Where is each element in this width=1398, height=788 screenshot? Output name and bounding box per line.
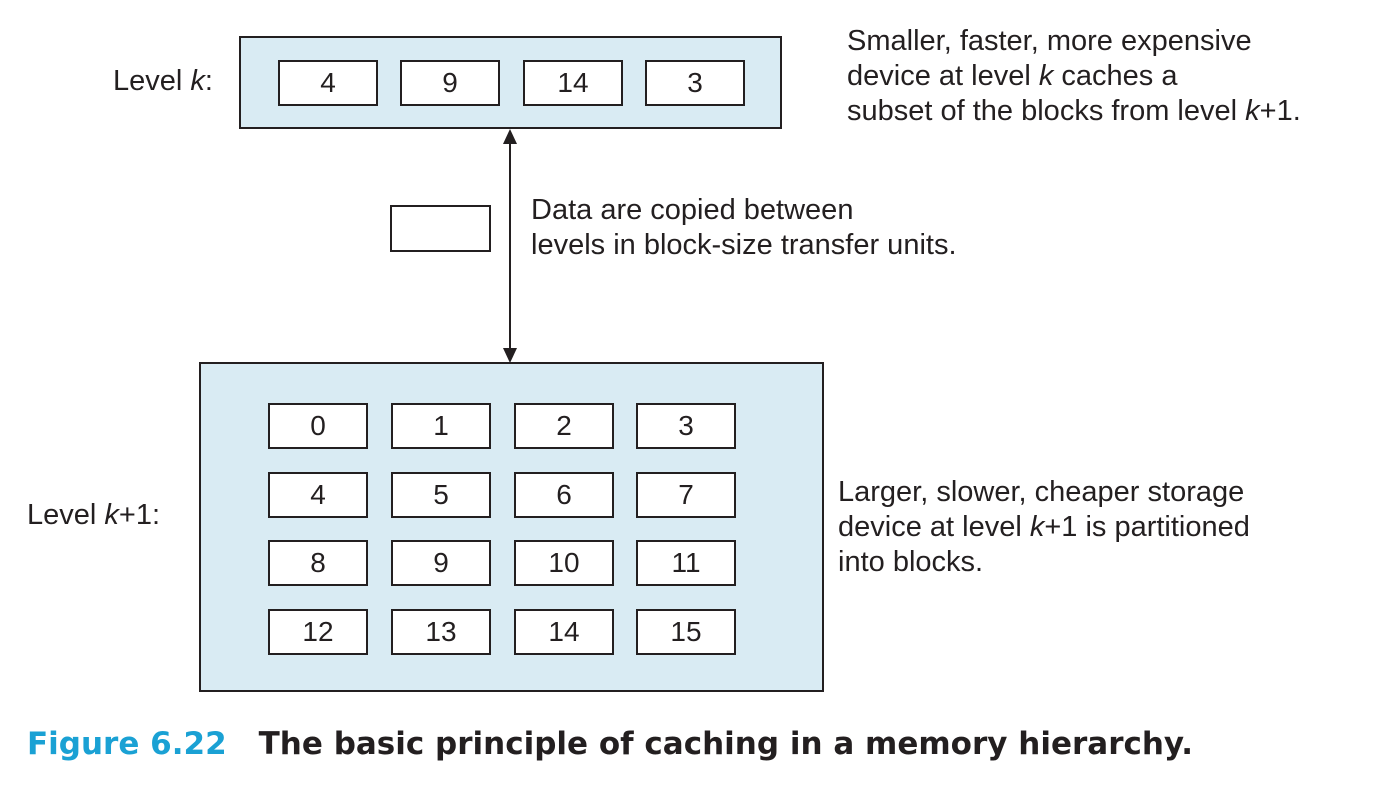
level-k1-block: 2 — [514, 403, 614, 449]
level-k-desc-line3-var: k — [1245, 95, 1260, 127]
level-k1-block: 9 — [391, 540, 491, 586]
level-k1-block: 11 — [636, 540, 736, 586]
level-k1-block: 13 — [391, 609, 491, 655]
level-k1-block: 14 — [514, 609, 614, 655]
level-k-desc-line3-b: +1. — [1259, 95, 1301, 127]
level-k-block: 4 — [278, 60, 378, 106]
level-k-label-suffix: : — [204, 65, 213, 97]
level-k1-label-suffix: +1: — [118, 499, 161, 531]
figure-title: The basic principle of caching in a memo… — [258, 726, 1194, 762]
level-k1-block: 7 — [636, 472, 736, 518]
level-k-cache: 4 9 14 3 — [239, 36, 782, 129]
transfer-description: Data are copied between levels in block-… — [531, 193, 957, 263]
level-k-desc-line1: Smaller, faster, more expensive — [847, 25, 1252, 57]
level-k1-desc-line2-b: +1 is partitioned — [1044, 511, 1250, 543]
level-k1-block: 1 — [391, 403, 491, 449]
transfer-desc-line1: Data are copied between — [531, 194, 854, 226]
level-k-desc-line2-a: device at level — [847, 60, 1039, 92]
level-k1-desc-line2-var: k — [1029, 511, 1045, 543]
transfer-arrow — [503, 129, 517, 363]
level-k1-block: 4 — [268, 472, 368, 518]
figure-number: Figure 6.22 — [27, 726, 227, 762]
level-k-desc-line2-b: caches a — [1053, 60, 1178, 92]
level-k1-desc-line1: Larger, slower, cheaper storage — [838, 476, 1245, 508]
transfer-desc-line2: levels in block-size transfer units. — [531, 229, 957, 261]
level-k1-description: Larger, slower, cheaper storage device a… — [838, 475, 1250, 580]
level-k1-desc-line2: device at level k+1 is partitioned — [838, 510, 1250, 545]
arrow-head-up — [503, 129, 517, 144]
level-k-label: Level k: — [113, 64, 213, 99]
level-k-desc-line3-a: subset of the blocks from level — [847, 95, 1246, 127]
level-k1-label-var: k — [104, 499, 119, 531]
level-k1-block: 6 — [514, 472, 614, 518]
level-k-desc-line2: device at level k caches a — [847, 59, 1301, 94]
level-k-label-var: k — [190, 65, 205, 97]
figure-caption: Figure 6.22 The basic principle of cachin… — [27, 726, 1193, 762]
level-k1-label: Level k+1: — [27, 498, 160, 533]
level-k1-storage: 0 1 2 3 4 5 6 7 8 9 10 11 12 13 14 15 — [199, 362, 824, 692]
level-k1-block: 8 — [268, 540, 368, 586]
level-k-block: 9 — [400, 60, 500, 106]
level-k1-label-prefix: Level — [27, 499, 105, 531]
arrow-head-down — [503, 348, 517, 363]
level-k-block: 14 — [523, 60, 623, 106]
level-k1-block: 12 — [268, 609, 368, 655]
level-k1-block: 5 — [391, 472, 491, 518]
level-k-description: Smaller, faster, more expensive device a… — [847, 24, 1301, 129]
level-k-desc-line3: subset of the blocks from level k+1. — [847, 94, 1301, 129]
level-k1-block: 10 — [514, 540, 614, 586]
level-k1-desc-line3: into blocks. — [838, 546, 984, 578]
level-k1-block: 15 — [636, 609, 736, 655]
level-k-desc-line2-var: k — [1038, 60, 1054, 92]
transfer-unit-block — [390, 205, 491, 252]
level-k-block: 3 — [645, 60, 745, 106]
level-k1-block: 3 — [636, 403, 736, 449]
level-k1-desc-line2-a: device at level — [838, 511, 1030, 543]
level-k1-block: 0 — [268, 403, 368, 449]
level-k-label-prefix: Level — [113, 65, 191, 97]
